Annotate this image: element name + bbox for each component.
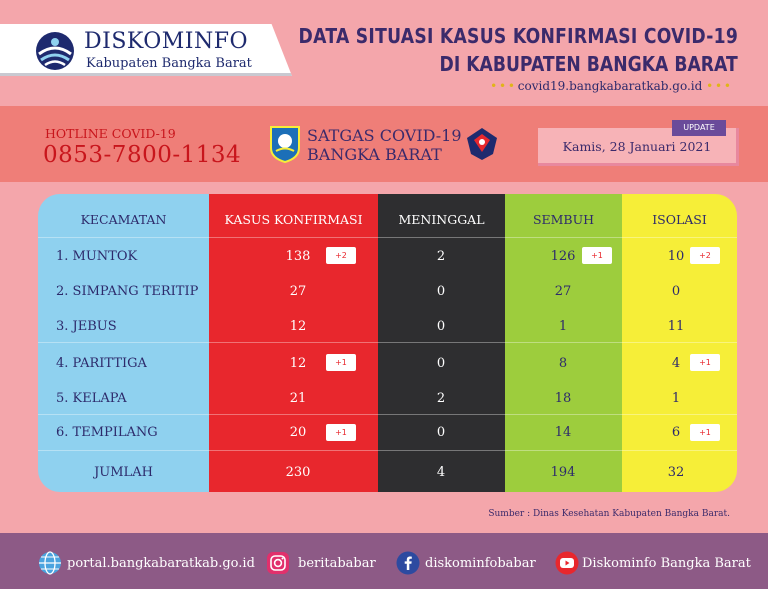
row-name: 6. TEMPILANG	[56, 425, 158, 440]
meninggal-value: 0	[436, 356, 446, 371]
row-divider	[38, 342, 737, 343]
diskominfo-logo-icon	[36, 32, 74, 70]
diskominfo-logo-box: DISKOMINFO Kabupaten Bangka Barat	[0, 24, 292, 76]
logo-title: DISKOMINFO	[84, 29, 249, 54]
facebook-link[interactable]: diskominfobabar	[425, 556, 536, 571]
isolasi-badge: +1	[690, 354, 720, 371]
youtube-link[interactable]: Diskominfo Bangka Barat	[582, 556, 751, 571]
page-title-line1: DATA SITUASI KASUS KONFIRMASI COVID-19	[298, 24, 738, 48]
meninggal-value: 2	[436, 249, 446, 264]
total-sembuh: 194	[550, 465, 576, 480]
row-name: 1. MUNTOK	[56, 249, 138, 264]
konfirmasi-value: 21	[289, 391, 307, 406]
konfirmasi-value: 20	[289, 425, 307, 440]
isolasi-value: 11	[667, 319, 685, 334]
row-divider	[38, 414, 737, 415]
meninggal-value: 0	[436, 284, 446, 299]
hotline-label: HOTLINE COVID-19	[45, 126, 176, 141]
facebook-icon	[396, 551, 420, 575]
isolasi-value: 1	[671, 391, 681, 406]
globe-icon	[39, 551, 61, 575]
isolasi-value: 6	[671, 425, 681, 440]
konfirmasi-badge: +2	[326, 247, 356, 264]
sembuh-value: 1	[558, 319, 568, 334]
website-link[interactable]: • • • covid19.bangkabaratkab.go.id • • •	[490, 79, 731, 93]
satgas-line2: BANGKA BARAT	[307, 145, 442, 164]
dots-right: • • •	[706, 79, 731, 93]
sembuh-value: 27	[554, 284, 572, 299]
date-text: Kamis, 28 Januari 2021	[562, 139, 712, 154]
konfirmasi-value: 138	[285, 249, 311, 264]
sembuh-value: 18	[554, 391, 572, 406]
dots-left: • • •	[490, 79, 515, 93]
instagram-link[interactable]: beritababar	[298, 556, 376, 571]
row-divider	[38, 450, 737, 451]
total-konfirmasi: 230	[285, 465, 311, 480]
meninggal-value: 0	[436, 425, 446, 440]
hotline-band: HOTLINE COVID-19 0853-7800-1134 SATGAS C…	[0, 106, 768, 182]
total-meninggal: 4	[436, 465, 446, 480]
bangka-barat-emblem-icon	[270, 126, 300, 164]
meninggal-value: 2	[436, 391, 446, 406]
update-badge: UPDATE	[672, 120, 726, 136]
column-konfirmasi: KASUS KONFIRMASI	[209, 194, 378, 492]
source-note: Sumber : Dinas Kesehatan Kabupaten Bangk…	[488, 509, 730, 519]
header-sembuh: SEMBUH	[532, 212, 595, 227]
column-isolasi: ISOLASI	[622, 194, 737, 492]
konfirmasi-value: 12	[289, 356, 307, 371]
youtube-icon	[555, 551, 579, 575]
total-isolasi: 32	[667, 465, 685, 480]
konfirmasi-value: 12	[289, 319, 307, 334]
konfirmasi-badge: +1	[326, 354, 356, 371]
sembuh-badge: +1	[582, 247, 612, 264]
sembuh-value: 126	[550, 249, 576, 264]
konfirmasi-value: 27	[289, 284, 307, 299]
row-name: 2. SIMPANG TERITIP	[56, 284, 199, 299]
garuda-covid-icon	[467, 128, 497, 160]
meninggal-value: 0	[436, 319, 446, 334]
header-meninggal: MENINGGAL	[398, 212, 485, 227]
footer: portal.bangkabaratkab.go.id beritababar …	[0, 533, 768, 589]
top-header: DISKOMINFO Kabupaten Bangka Barat DATA S…	[0, 0, 768, 100]
satgas-line1: SATGAS COVID-19	[307, 126, 462, 145]
sembuh-value: 8	[558, 356, 568, 371]
isolasi-value: 0	[671, 284, 681, 299]
header-konfirmasi: KASUS KONFIRMASI	[224, 212, 363, 227]
column-sembuh: SEMBUH	[505, 194, 622, 492]
isolasi-badge: +1	[690, 424, 720, 441]
website-text: covid19.bangkabaratkab.go.id	[517, 79, 703, 93]
covid-data-table: KECAMATAN KASUS KONFIRMASI MENINGGAL SEM…	[38, 194, 737, 492]
row-name: 5. KELAPA	[56, 391, 127, 406]
instagram-icon	[267, 552, 289, 574]
konfirmasi-badge: +1	[326, 424, 356, 441]
column-meninggal: MENINGGAL	[378, 194, 505, 492]
header-kecamatan: KECAMATAN	[80, 212, 167, 227]
row-name: 4. PARITTIGA	[56, 356, 147, 371]
row-name: 3. JEBUS	[56, 319, 117, 334]
isolasi-value: 4	[671, 356, 681, 371]
isolasi-badge: +2	[690, 247, 720, 264]
portal-link[interactable]: portal.bangkabaratkab.go.id	[67, 556, 255, 571]
page-title-line2: DI KABUPATEN BANGKA BARAT	[439, 52, 738, 76]
column-kecamatan: KECAMATAN	[38, 194, 209, 492]
hotline-number[interactable]: 0853-7800-1134	[43, 142, 242, 168]
isolasi-value: 10	[667, 249, 685, 264]
row-divider	[38, 237, 737, 238]
logo-subtitle: Kabupaten Bangka Barat	[86, 56, 252, 71]
sembuh-value: 14	[554, 425, 572, 440]
total-label: JUMLAH	[94, 465, 153, 480]
header-isolasi: ISOLASI	[652, 212, 707, 227]
